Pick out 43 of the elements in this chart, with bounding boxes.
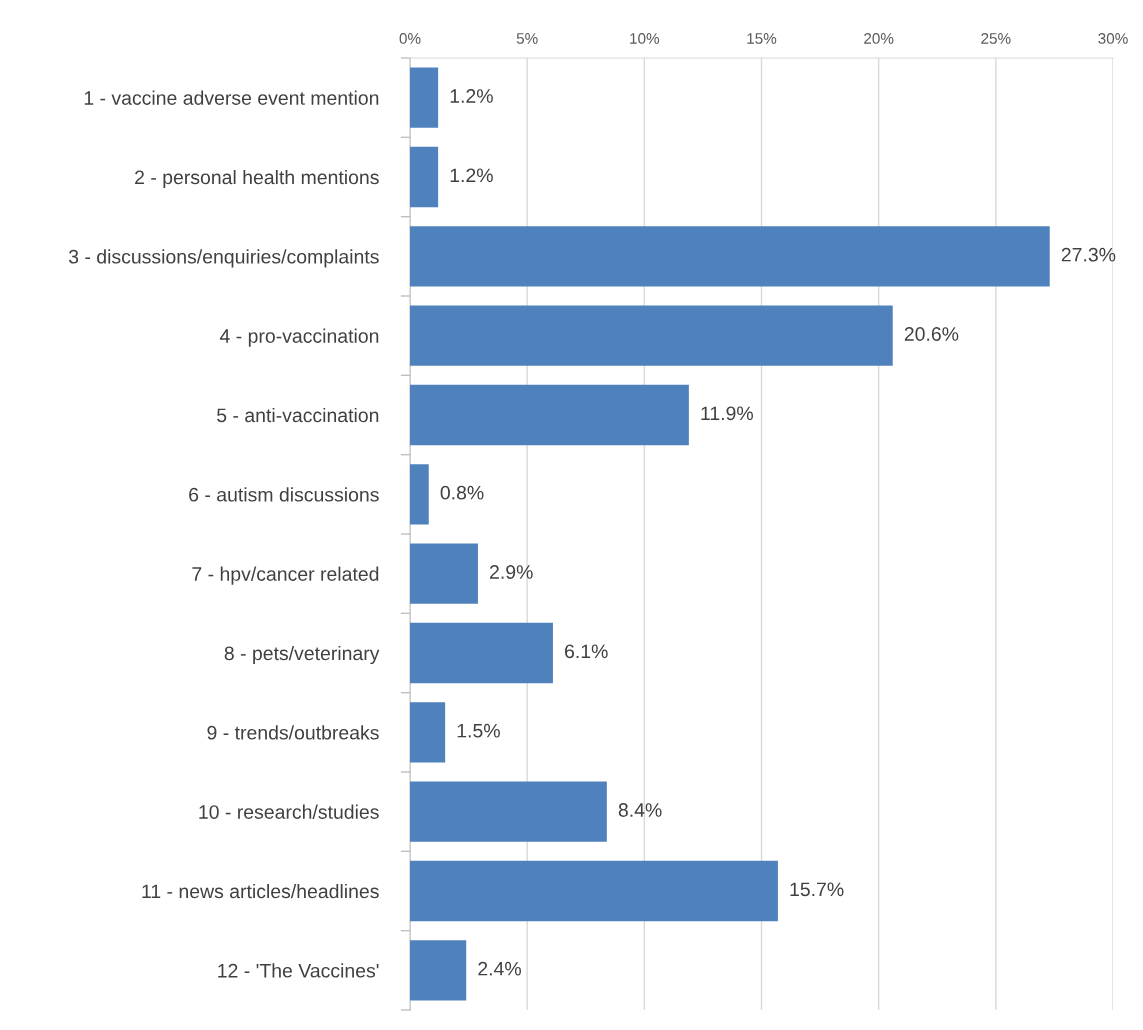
bar (410, 940, 467, 1001)
y-tick-label: 3 - discussions/enquiries/complaints (68, 249, 379, 268)
x-tick-label: 25% (981, 33, 1011, 44)
data-label: 2.9% (490, 565, 533, 579)
data-label: 11.9% (701, 406, 753, 421)
y-tick-label: 4 - pro-vaccination (219, 328, 379, 347)
x-tick-label: 30% (1098, 33, 1128, 44)
bar (410, 781, 607, 842)
bar (410, 146, 439, 208)
y-tick-label: 5 - anti-vaccination (217, 407, 379, 423)
bar (410, 860, 778, 922)
y-tick-label: 9 - trends/outbreaks (207, 725, 379, 740)
y-tick-label: 6 - autism discussions (189, 487, 379, 502)
y-tick-label: 10 - research/studies (199, 804, 379, 819)
x-tick-label: 5% (516, 33, 538, 44)
y-tick-label: 8 - pets/veterinary (224, 645, 380, 665)
data-label: 1.5% (457, 723, 500, 738)
bar (410, 226, 1050, 287)
x-tick-label: 0% (399, 33, 421, 44)
bar (410, 305, 893, 366)
bar (410, 702, 446, 763)
bar (410, 464, 429, 525)
data-label: 2.4% (478, 961, 521, 976)
data-label: 8.4% (618, 803, 662, 817)
y-tick-label: 11 - news articles/headlines (142, 883, 379, 899)
y-tick-label: 7 - hpv/cancer related (192, 566, 379, 585)
bar (410, 543, 478, 604)
bar (410, 67, 439, 128)
y-tick-label: 1 - vaccine adverse event mention (84, 90, 379, 105)
x-tick-label: 20% (864, 33, 894, 44)
y-tick-label: 2 - personal health mentions (135, 169, 379, 189)
x-tick-label: 15% (747, 33, 777, 44)
data-label: 1.2% (450, 168, 493, 183)
data-label: 0.8% (440, 485, 484, 500)
data-label: 27.3% (1061, 247, 1116, 262)
data-label: 6.1% (565, 644, 608, 659)
data-label: 15.7% (790, 882, 844, 897)
bar (410, 384, 689, 446)
data-label: 20.6% (904, 327, 959, 341)
data-label: 1.2% (450, 89, 493, 103)
y-tick-label: 12 - 'The Vaccines' (218, 963, 379, 978)
bar (410, 622, 553, 684)
x-tick-label: 10% (630, 33, 660, 44)
